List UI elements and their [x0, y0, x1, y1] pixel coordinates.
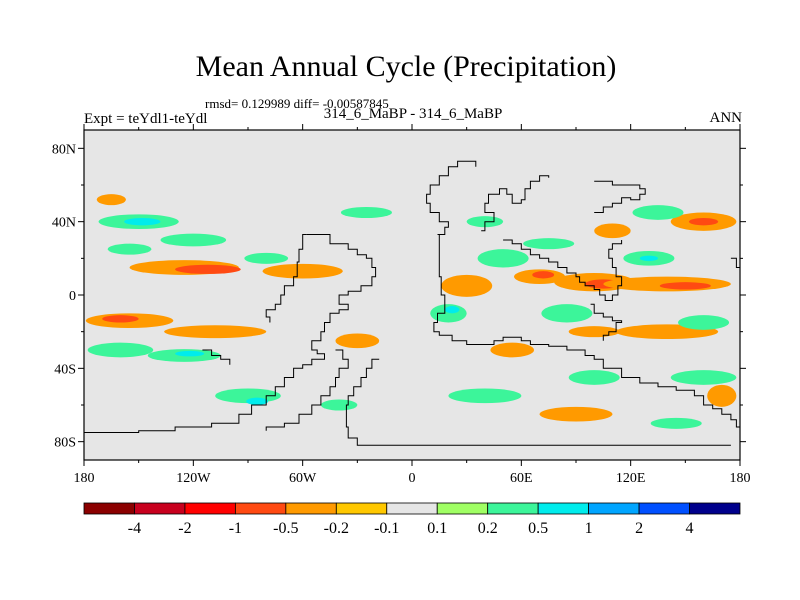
anomaly-region [650, 417, 702, 429]
coastline [730, 257, 740, 277]
anomaly-region [523, 238, 575, 250]
colorbar-swatch [234, 502, 287, 515]
lon-tick-label: 60W [289, 471, 317, 486]
anomaly-region [688, 218, 719, 226]
lon-tick-label: 120W [176, 471, 211, 486]
anomaly-region [244, 252, 289, 264]
coastline [84, 234, 377, 438]
colorbar-label: -1 [229, 520, 242, 537]
colorbar-swatch [335, 502, 388, 515]
anomaly-region [262, 263, 343, 279]
anomaly-region [594, 223, 631, 239]
lon-tick-label: 120E [616, 471, 646, 486]
anomaly-region [659, 282, 711, 290]
anomaly-region [707, 384, 737, 407]
anomaly-region [441, 274, 493, 297]
anomaly-region [175, 264, 241, 274]
coastline [433, 234, 740, 438]
colorbar-label: 0.1 [427, 520, 447, 537]
anomaly-region [477, 249, 529, 268]
lat-tick-label: 0 [69, 289, 76, 304]
lat-tick-label: 80S [54, 436, 76, 451]
lon-tick-label: 180 [730, 471, 751, 486]
anomaly-region [670, 370, 737, 385]
anomaly-region [160, 233, 227, 247]
colorbar-label: 0.2 [478, 520, 498, 537]
colorbar-swatch [83, 502, 135, 515]
coastline [594, 180, 646, 213]
anomaly-region [320, 399, 358, 411]
season-label: ANN [709, 110, 743, 126]
anomaly-region [340, 207, 392, 218]
anomaly-region [96, 194, 126, 206]
colorbar-swatch [184, 502, 236, 515]
colorbar-swatch [487, 502, 539, 515]
colorbar-swatch [134, 502, 186, 515]
anomaly-region [87, 342, 154, 358]
anomaly-region [448, 388, 522, 404]
anomaly-region [568, 326, 620, 338]
anomaly-region [246, 397, 269, 406]
anomaly-region [678, 315, 730, 330]
anomaly-region [175, 350, 205, 357]
case-label: 314_6_MaBP - 314_6_MaBP [323, 106, 503, 122]
coastline [265, 234, 307, 323]
colorbar-swatch [689, 502, 741, 515]
coastline [202, 349, 231, 365]
page-title: Mean Annual Cycle (Precipitation) [195, 50, 617, 83]
coastline [345, 358, 731, 446]
colorbar-swatch [588, 502, 640, 515]
anomaly-region [539, 406, 613, 422]
lon-tick-label: 180 [74, 471, 95, 486]
anomaly-region [124, 218, 161, 226]
colorbar-label: -4 [128, 520, 141, 537]
anomaly-region [335, 333, 380, 349]
lat-tick-label: 80N [52, 142, 76, 157]
colorbar-label: 1 [585, 520, 593, 537]
coastlines [84, 160, 740, 446]
anomaly-region [444, 306, 460, 314]
lat-tick-label: 40N [52, 216, 76, 231]
anomaly-region [490, 342, 535, 358]
colorbar-label: -0.1 [374, 520, 399, 537]
lon-tick-label: 60E [510, 471, 533, 486]
lon-tick-label: 0 [409, 471, 416, 486]
colorbar-label: -2 [178, 520, 191, 537]
colorbar-label: 0.5 [528, 520, 548, 537]
anomaly-region [639, 255, 659, 262]
experiment-label: Expt = teYdl1-teYdl [84, 111, 208, 127]
stats-label: rmsd= 0.129989 diff= -0.00587845 [205, 96, 389, 111]
colorbar-swatch [386, 502, 438, 515]
colorbar-swatch [285, 502, 337, 515]
coastline [426, 160, 477, 235]
coastline [481, 175, 550, 232]
anomaly-region [541, 304, 593, 323]
plot-background [84, 130, 740, 460]
anomaly-region [164, 325, 267, 339]
colorbar-label: -0.2 [324, 520, 349, 537]
colorbar-swatch [638, 502, 690, 515]
lat-tick-label: 40S [54, 362, 76, 377]
anomaly-region [632, 205, 684, 220]
colorbar-label: 4 [686, 520, 694, 537]
anomaly-region [532, 271, 555, 279]
colorbar-swatch [537, 502, 590, 515]
anomaly-region [102, 315, 139, 323]
colorbar-swatch [436, 502, 489, 515]
coastline [503, 239, 623, 301]
colorbar-label: 2 [635, 520, 643, 537]
coastline [265, 349, 349, 431]
colorbar-label: -0.5 [273, 520, 298, 537]
anomaly-region [107, 243, 152, 255]
anomaly-region [568, 370, 620, 385]
coastline [590, 303, 623, 341]
